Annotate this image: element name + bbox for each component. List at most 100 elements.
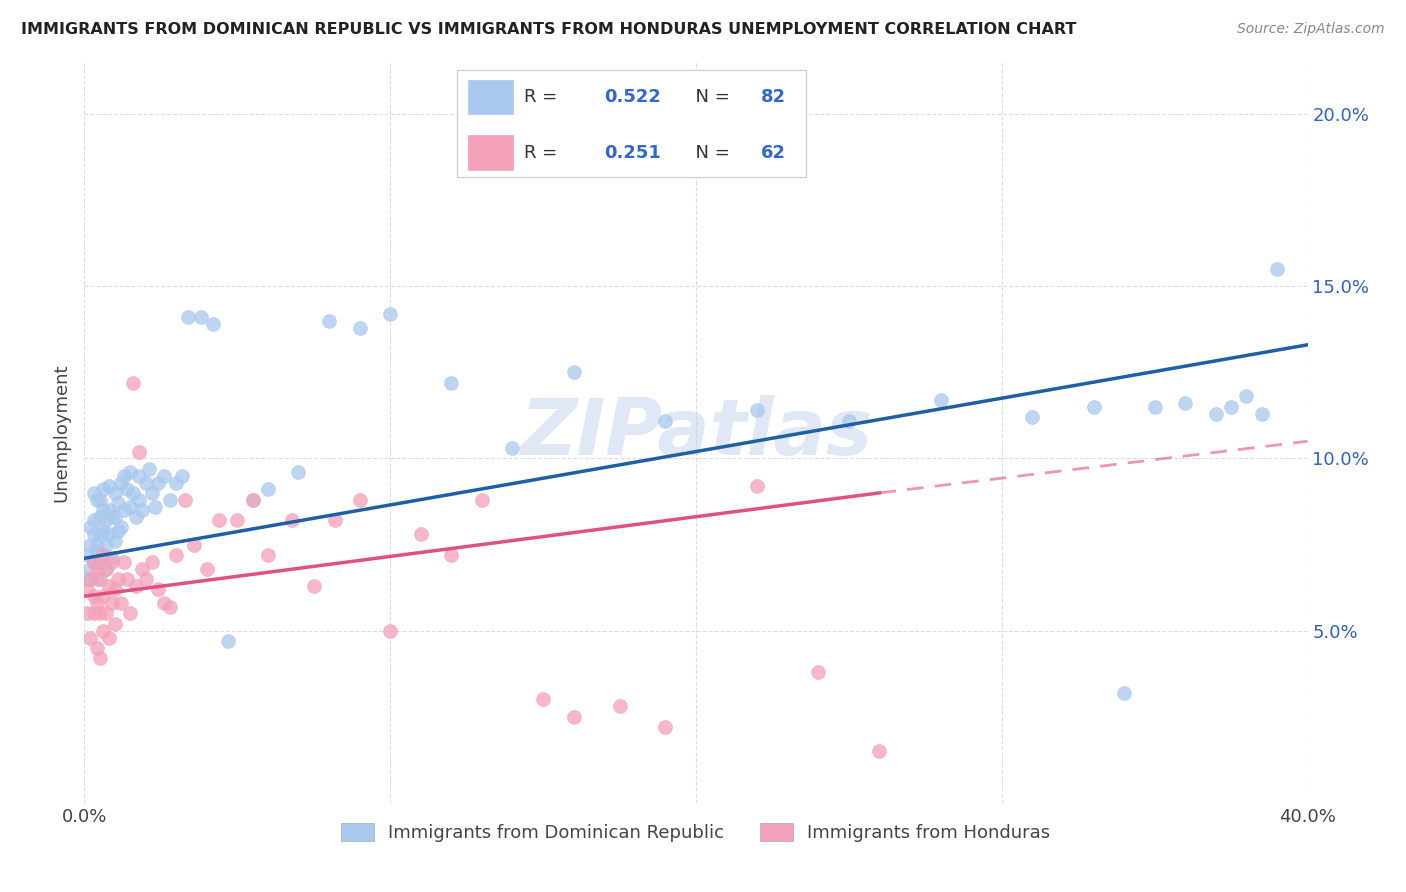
- Point: [208, 513, 231, 527]
- Point: [257, 548, 280, 562]
- Point: [94, 561, 117, 575]
- Point: [83, 607, 105, 621]
- Point: [1250, 407, 1272, 421]
- Point: [190, 310, 212, 325]
- Point: [89, 607, 111, 621]
- Point: [128, 468, 150, 483]
- Point: [143, 500, 166, 514]
- Point: [110, 520, 132, 534]
- Point: [471, 492, 494, 507]
- Point: [91, 524, 114, 538]
- Point: [440, 376, 463, 390]
- Point: [86, 572, 108, 586]
- Point: [135, 572, 157, 586]
- Point: [79, 520, 101, 534]
- Point: [257, 483, 280, 497]
- Point: [146, 475, 169, 490]
- Point: [79, 561, 101, 575]
- Point: [101, 551, 124, 566]
- Point: [122, 376, 145, 390]
- Point: [104, 616, 127, 631]
- Point: [89, 555, 111, 569]
- Point: [159, 599, 181, 614]
- Point: [86, 561, 108, 575]
- Point: [94, 537, 117, 551]
- Point: [1083, 400, 1105, 414]
- Point: [502, 441, 524, 455]
- Point: [1220, 400, 1243, 414]
- Point: [83, 589, 105, 603]
- Point: [86, 596, 108, 610]
- Point: [138, 462, 160, 476]
- Point: [97, 579, 120, 593]
- Point: [1205, 407, 1227, 421]
- Point: [86, 544, 108, 558]
- Point: [110, 475, 132, 490]
- Point: [153, 468, 176, 483]
- Point: [89, 651, 111, 665]
- Point: [107, 524, 129, 538]
- Point: [1265, 262, 1288, 277]
- Point: [97, 479, 120, 493]
- Point: [562, 365, 585, 379]
- Point: [177, 310, 200, 325]
- Point: [83, 555, 105, 569]
- Point: [1143, 400, 1166, 414]
- Point: [217, 634, 239, 648]
- Point: [86, 640, 108, 655]
- Point: [1174, 396, 1197, 410]
- Point: [104, 510, 127, 524]
- Point: [165, 548, 187, 562]
- Point: [86, 492, 108, 507]
- Point: [531, 692, 554, 706]
- Point: [226, 513, 249, 527]
- Point: [120, 465, 142, 479]
- Point: [91, 503, 114, 517]
- Point: [747, 403, 769, 417]
- Legend: Immigrants from Dominican Republic, Immigrants from Honduras: Immigrants from Dominican Republic, Immi…: [335, 815, 1057, 849]
- Point: [122, 486, 145, 500]
- Point: [107, 496, 129, 510]
- Point: [94, 607, 117, 621]
- Text: IMMIGRANTS FROM DOMINICAN REPUBLIC VS IMMIGRANTS FROM HONDURAS UNEMPLOYMENT CORR: IMMIGRANTS FROM DOMINICAN REPUBLIC VS IM…: [21, 22, 1077, 37]
- Point: [104, 486, 127, 500]
- Point: [91, 483, 114, 497]
- Point: [562, 709, 585, 723]
- Point: [302, 579, 325, 593]
- Point: [807, 665, 830, 679]
- Point: [86, 537, 108, 551]
- Point: [83, 527, 105, 541]
- Point: [97, 503, 120, 517]
- Point: [141, 486, 163, 500]
- Point: [94, 513, 117, 527]
- Point: [380, 624, 402, 638]
- Point: [201, 317, 224, 331]
- Point: [153, 596, 176, 610]
- Point: [685, 124, 707, 138]
- Point: [131, 503, 153, 517]
- Point: [107, 572, 129, 586]
- Point: [94, 561, 117, 575]
- Point: [115, 572, 138, 586]
- Point: [195, 561, 218, 575]
- Point: [929, 392, 952, 407]
- Point: [97, 631, 120, 645]
- Point: [172, 468, 194, 483]
- Point: [89, 510, 111, 524]
- Text: Source: ZipAtlas.com: Source: ZipAtlas.com: [1237, 22, 1385, 37]
- Point: [89, 572, 111, 586]
- Point: [159, 492, 181, 507]
- Point: [101, 596, 124, 610]
- Point: [104, 534, 127, 549]
- Point: [165, 475, 187, 490]
- Point: [91, 548, 114, 562]
- Point: [91, 548, 114, 562]
- Point: [125, 510, 148, 524]
- Point: [183, 537, 205, 551]
- Point: [323, 513, 346, 527]
- Point: [91, 624, 114, 638]
- Point: [76, 607, 98, 621]
- Point: [1021, 410, 1043, 425]
- Point: [440, 548, 463, 562]
- Y-axis label: Unemployment: Unemployment: [52, 363, 70, 502]
